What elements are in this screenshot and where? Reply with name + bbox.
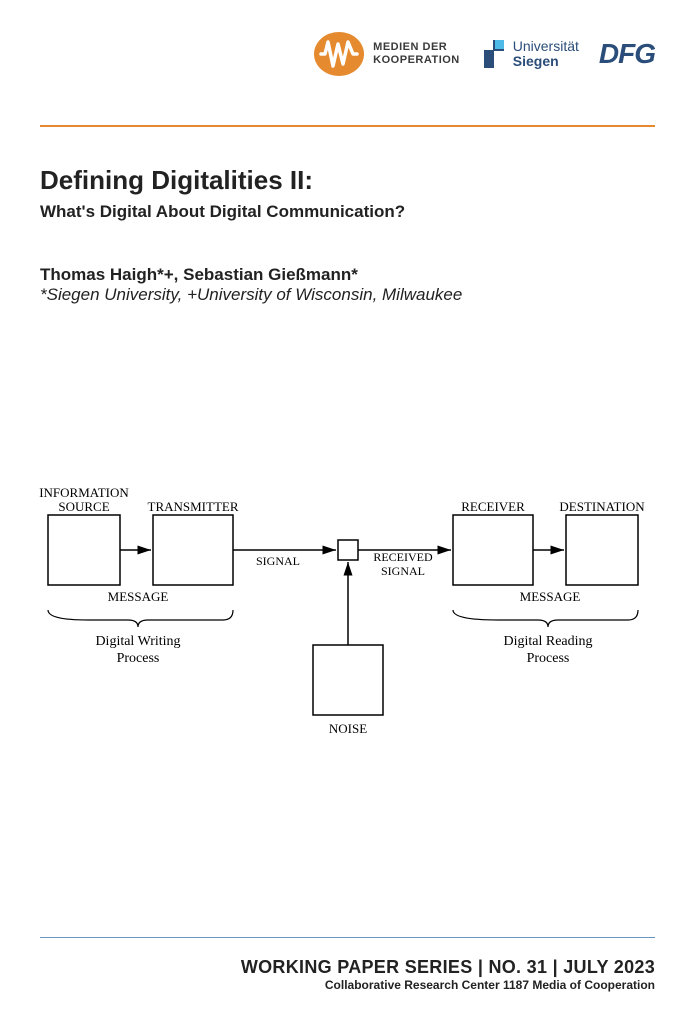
- medien-line1: MEDIEN DER: [373, 41, 460, 54]
- label-transmitter: TRANSMITTER: [148, 499, 239, 514]
- authors: Thomas Haigh*+, Sebastian Gießmann*: [40, 265, 462, 285]
- box-junction: [338, 540, 358, 560]
- title-block: Defining Digitalities II: What's Digital…: [40, 165, 655, 222]
- medien-icon: [313, 30, 365, 78]
- label-receiver: RECEIVER: [461, 499, 525, 514]
- logo-siegen: Universität Siegen: [480, 38, 579, 70]
- title-sub: What's Digital About Digital Communicati…: [40, 202, 655, 222]
- box-receiver: [453, 515, 533, 585]
- brace-right: [453, 610, 638, 627]
- medien-line2: KOOPERATION: [373, 54, 460, 67]
- label-message-left: MESSAGE: [108, 589, 169, 604]
- brace-right-text2: Process: [527, 651, 570, 666]
- siegen-line2: Siegen: [513, 54, 579, 69]
- footer-block: WORKING PAPER SERIES | NO. 31 | JULY 202…: [241, 957, 655, 992]
- footer-series: WORKING PAPER SERIES | NO. 31 | JULY 202…: [241, 957, 655, 978]
- title-main: Defining Digitalities II:: [40, 165, 655, 196]
- affiliation: *Siegen University, +University of Wisco…: [40, 285, 462, 305]
- brace-left: [48, 610, 233, 627]
- label-signal: SIGNAL: [256, 554, 300, 568]
- header-logos: MEDIEN DER KOOPERATION Universität Siege…: [313, 30, 655, 78]
- author-block: Thomas Haigh*+, Sebastian Gießmann* *Sie…: [40, 265, 462, 305]
- label-noise: NOISE: [329, 721, 367, 736]
- communication-diagram: INFORMATION SOURCE TRANSMITTER MESSAGE S…: [38, 485, 658, 805]
- label-info1: INFORMATION: [39, 485, 129, 500]
- label-destination: DESTINATION: [559, 499, 645, 514]
- logo-medien: MEDIEN DER KOOPERATION: [313, 30, 460, 78]
- box-destination: [566, 515, 638, 585]
- box-info-source: [48, 515, 120, 585]
- brace-left-text1: Digital Writing: [95, 634, 180, 649]
- brace-left-text2: Process: [117, 651, 160, 666]
- orange-divider: [40, 125, 655, 127]
- siegen-text: Universität Siegen: [513, 39, 579, 70]
- siegen-line1: Universität: [513, 39, 579, 54]
- logo-dfg: DFG: [599, 38, 655, 70]
- siegen-icon: [480, 38, 508, 70]
- brace-right-text1: Digital Reading: [503, 634, 592, 649]
- label-received1: RECEIVED: [373, 550, 433, 564]
- footer-subtitle: Collaborative Research Center 1187 Media…: [241, 978, 655, 992]
- footer-divider: [40, 937, 655, 938]
- label-received2: SIGNAL: [381, 564, 425, 578]
- label-message-right: MESSAGE: [520, 589, 581, 604]
- box-transmitter: [153, 515, 233, 585]
- medien-text: MEDIEN DER KOOPERATION: [373, 41, 460, 67]
- box-noise: [313, 645, 383, 715]
- label-info2: SOURCE: [58, 499, 109, 514]
